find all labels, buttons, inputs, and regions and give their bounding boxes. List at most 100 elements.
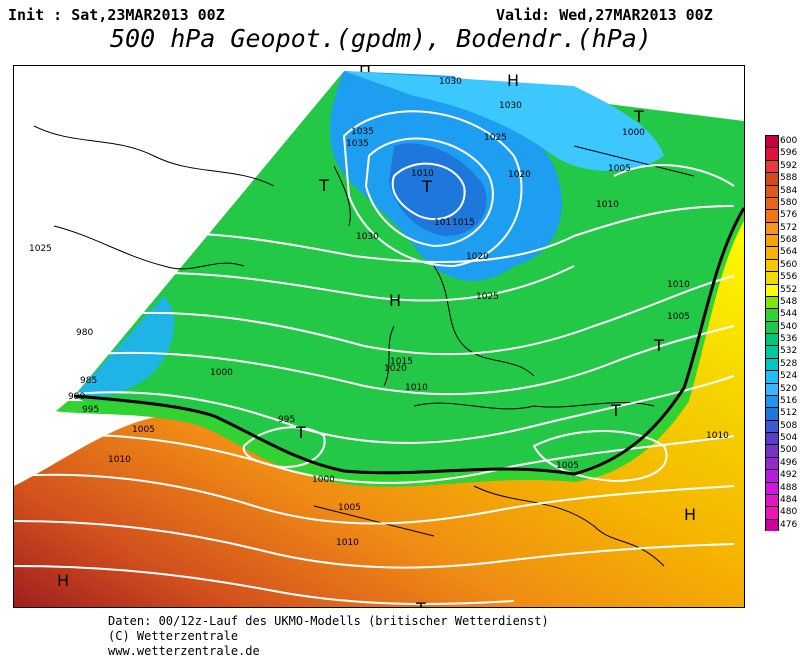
west-blue-region [74,296,174,398]
legend-label: 572 [780,222,798,233]
legend-label: 504 [780,433,798,443]
map-canvas: 1030 1030 1035 1035 1025 1020 1010 1015 … [14,66,744,607]
pressure-label: 1015 [390,357,413,367]
footer-data-source: Daten: 00/12z-Lauf des UKMO-Modells (bri… [108,614,549,628]
legend-swatch [765,159,779,173]
footer-website: www.wetterzentrale.de [108,644,260,658]
legend-swatch [765,407,779,420]
pressure-label: 1005 [556,461,579,471]
low-marker: T [610,401,621,420]
legend-swatch [765,147,779,160]
init-time: Init : Sat,23MAR2013 00Z [8,6,225,24]
legend-swatch [765,382,779,395]
pressure-label: 1020 [466,252,489,262]
legend-swatch [765,221,779,234]
pressure-label: 1020 [384,364,407,374]
low-marker: T [318,176,329,195]
legend-label: 600 [780,136,798,146]
pressure-label: 995 [82,405,99,415]
legend-label: 588 [780,173,798,184]
outside-domain-ne [574,66,744,121]
legend-swatch [765,345,779,358]
legend-label: 512 [780,408,798,419]
pressure-label: 1005 [667,312,690,322]
legend-swatch [765,135,779,148]
legend-label: 524 [780,371,798,382]
pressure-label: 985 [80,376,97,386]
pressure-label: 1005 [338,503,361,513]
legend-label: 548 [780,296,798,307]
pressure-centers: H H T T T H T T T H H T [57,66,696,607]
legend-label: 508 [780,420,798,431]
pressure-label: 1015 [452,218,475,228]
legend-swatch [765,370,779,383]
legend-swatch [765,184,779,197]
legend-label: 492 [780,470,798,481]
pressure-label: 1000 [622,128,645,138]
pressure-label: 1025 [29,244,52,254]
low-marker: T [633,107,644,126]
legend-label: 484 [780,494,798,505]
legend-label: 580 [780,197,798,208]
pressure-label: 1010 [667,280,690,290]
pressure-label: 990 [68,392,85,402]
legend-label: 532 [780,346,798,357]
552-contour [73,207,744,476]
legend-swatch [765,308,779,321]
legend-swatch [765,283,779,296]
legend-swatch [765,456,779,470]
pressure-labels: 1030 1030 1035 1035 1025 1020 1010 1015 … [29,77,729,548]
legend-swatch [765,209,779,222]
mid-latitude-region [74,71,744,479]
color-legend [765,135,781,531]
legend-swatch [765,394,779,408]
legend-label: 540 [780,321,798,332]
legend-label: 520 [780,383,798,394]
legend-swatch [765,320,779,333]
legend-label: 596 [780,148,798,159]
legend-swatch [765,333,779,346]
pressure-label: 1000 [312,475,335,485]
isobars [14,110,735,605]
legend-label: 564 [780,247,798,258]
low-marker: T [421,177,432,196]
low-marker: T [415,599,426,607]
pressure-label: 1010 [405,383,428,393]
weather-map: 1030 1030 1035 1035 1025 1020 1010 1015 … [13,65,745,608]
pressure-label: 1035 [346,139,369,149]
legend-swatch [765,506,779,519]
legend-label: 544 [780,309,798,320]
legend-label: 560 [780,259,798,270]
legend-label: 568 [780,235,798,245]
legend-swatch [765,258,779,272]
legend-label: 528 [780,358,798,369]
pressure-label: 1035 [351,127,374,137]
legend-swatch [765,196,779,210]
legend-label: 500 [780,445,798,456]
valid-time: Valid: Wed,27MAR2013 00Z [496,6,713,24]
legend-label: 496 [780,457,798,468]
legend-swatch [765,518,779,531]
pressure-label: 101 [434,218,451,228]
coastlines [33,125,695,567]
pressure-label: 1010 [336,538,359,548]
legend-swatch [765,419,779,432]
north-cyan-region [344,71,664,171]
legend-swatch [765,357,779,371]
pressure-label: 1010 [411,169,434,179]
legend-label: 516 [780,395,798,406]
legend-swatch [765,246,779,259]
outside-domain [14,66,354,446]
legend-swatch [765,481,779,494]
chart-title: 500 hPa Geopot.(gpdm), Bodendr.(hPa) [110,24,652,53]
pressure-label: 1010 [706,431,729,441]
legend-swatch [765,444,779,457]
legend-label: 488 [780,482,798,493]
legend-swatch [765,295,779,309]
pressure-label: 1025 [476,292,499,302]
legend-label: 556 [780,272,798,283]
footer-copyright: (C) Wetterzentrale [108,629,239,643]
legend-label: 536 [780,334,798,344]
legend-label: 552 [780,284,798,295]
pressure-label: 980 [76,328,93,338]
